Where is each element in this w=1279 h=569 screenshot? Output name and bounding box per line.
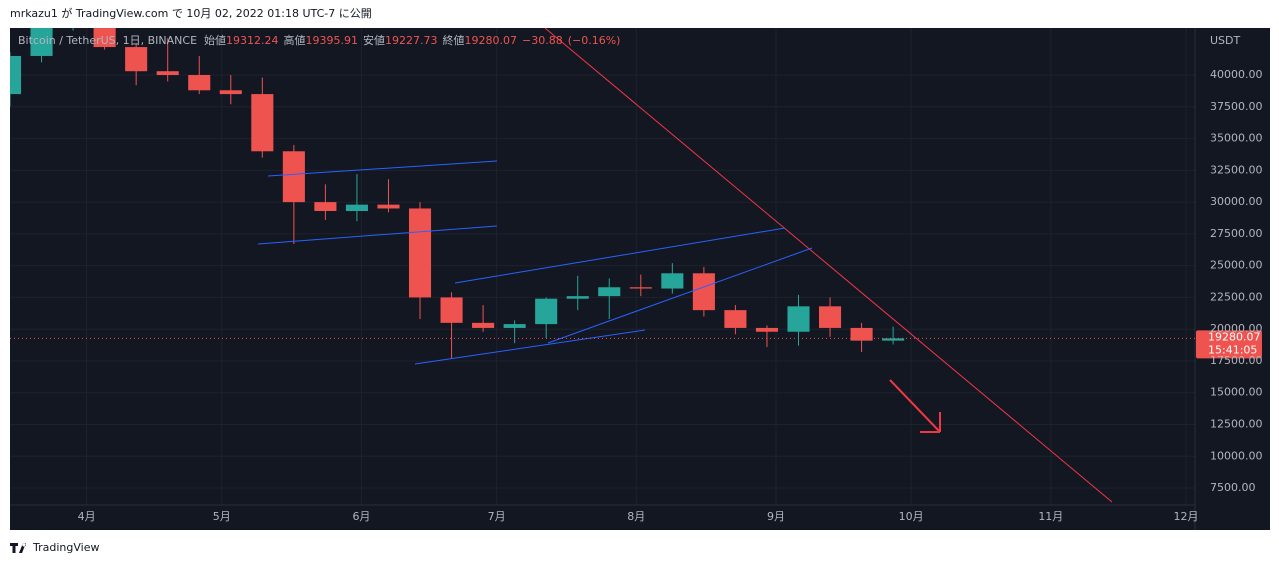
candle-body (440, 297, 463, 323)
y-tick-label: 37500.00 (1210, 100, 1263, 113)
x-tick-label: 7月 (488, 510, 506, 523)
candle-body (314, 202, 337, 212)
candle-body (377, 204, 400, 209)
trend-line (544, 28, 1113, 503)
legend-ohlc: 始値19312.24 高値19395.91 安値19227.73 終値19280.07… (204, 33, 620, 47)
legend-close: 19280.07 (465, 34, 518, 47)
candles (10, 28, 905, 359)
legend-open: 19312.24 (226, 34, 279, 47)
y-tick-label: 15000.00 (1210, 386, 1263, 399)
y-tick-label: 20000.00 (1210, 322, 1263, 335)
candle-body (10, 55, 22, 95)
chart-background (10, 28, 1270, 530)
footer: TradingView (32, 541, 99, 554)
trend-line (454, 227, 786, 284)
legend-open-label: 始値 (204, 33, 226, 47)
x-tick-label: 5月 (213, 510, 231, 523)
countdown: 15:41:05 (1208, 343, 1257, 356)
candle-body (661, 273, 684, 289)
candle-body (818, 306, 842, 328)
x-tick-label: 4月 (78, 510, 96, 523)
candle-body (93, 28, 116, 48)
candle-body (408, 208, 432, 298)
y-tick-label: 35000.00 (1210, 132, 1263, 145)
y-tick-label: 10000.00 (1210, 449, 1263, 462)
arrow (889, 379, 941, 433)
candle-body (219, 90, 242, 95)
candle-body (755, 327, 778, 332)
x-tick-label: 6月 (352, 510, 370, 523)
axis-unit: USDT (1210, 34, 1241, 47)
candle-body (282, 151, 305, 203)
y-tick-label: 40000.00 (1210, 68, 1263, 81)
candle-body (566, 296, 589, 299)
y-tick-label: 12500.00 (1210, 418, 1263, 431)
drawings (257, 28, 1113, 503)
y-tick-label: 7500.00 (1210, 481, 1256, 494)
candle-body (598, 287, 621, 297)
legend-change-pct: (−0.16%) (568, 34, 621, 47)
x-tick-label: 11月 (1038, 510, 1063, 523)
x-tick-label: 8月 (627, 510, 645, 523)
y-tick-label: 22500.00 (1210, 290, 1263, 303)
candle-body (188, 75, 211, 91)
candle-body (30, 28, 53, 56)
x-tick-label: 10月 (899, 510, 924, 523)
candle-body (503, 324, 526, 328)
y-tick-label: 27500.00 (1210, 227, 1263, 240)
candle-body (251, 94, 274, 152)
candle-body (724, 310, 747, 328)
legend-change: −30.88 (522, 34, 563, 47)
candle-body (629, 287, 652, 289)
logo (10, 543, 26, 553)
candle-body (535, 298, 558, 325)
y-tick-label: 17500.00 (1210, 354, 1263, 367)
y-tick-label: 25000.00 (1210, 259, 1263, 272)
legend-low-label: 安値 (363, 33, 385, 47)
x-tick-label: 9月 (767, 510, 785, 523)
candle-body (882, 338, 905, 341)
price-label-box (1196, 330, 1262, 359)
candle-body (472, 322, 495, 328)
legend-symbol: Bitcoin / TetherUS, 1日, BINANCE (18, 34, 197, 47)
y-tick-label: 30000.00 (1210, 195, 1263, 208)
y-tick-label: 32500.00 (1210, 163, 1263, 176)
legend-low: 19227.73 (385, 34, 438, 47)
x-tick-label: 12月 (1173, 510, 1198, 523)
trend-line (414, 329, 646, 365)
price-label: 19280.07 (1208, 330, 1261, 343)
brand: TradingView (10, 541, 99, 554)
candle-body (345, 204, 368, 212)
candle-body (156, 71, 179, 76)
grid (10, 28, 1195, 505)
legend-high-label: 高値 (284, 33, 306, 47)
legend-close-label: 終値 (443, 33, 465, 47)
candle-body (125, 47, 148, 72)
trend-line (267, 160, 498, 177)
header: mrkazu1 が TradingView.com で 10月 02, 2022… (10, 6, 372, 20)
trend-line (547, 247, 813, 344)
trend-line (257, 225, 498, 245)
candle-body (787, 306, 810, 332)
candle-body (850, 327, 873, 341)
candle-body (692, 273, 715, 311)
legend-high: 19395.91 (306, 34, 359, 47)
